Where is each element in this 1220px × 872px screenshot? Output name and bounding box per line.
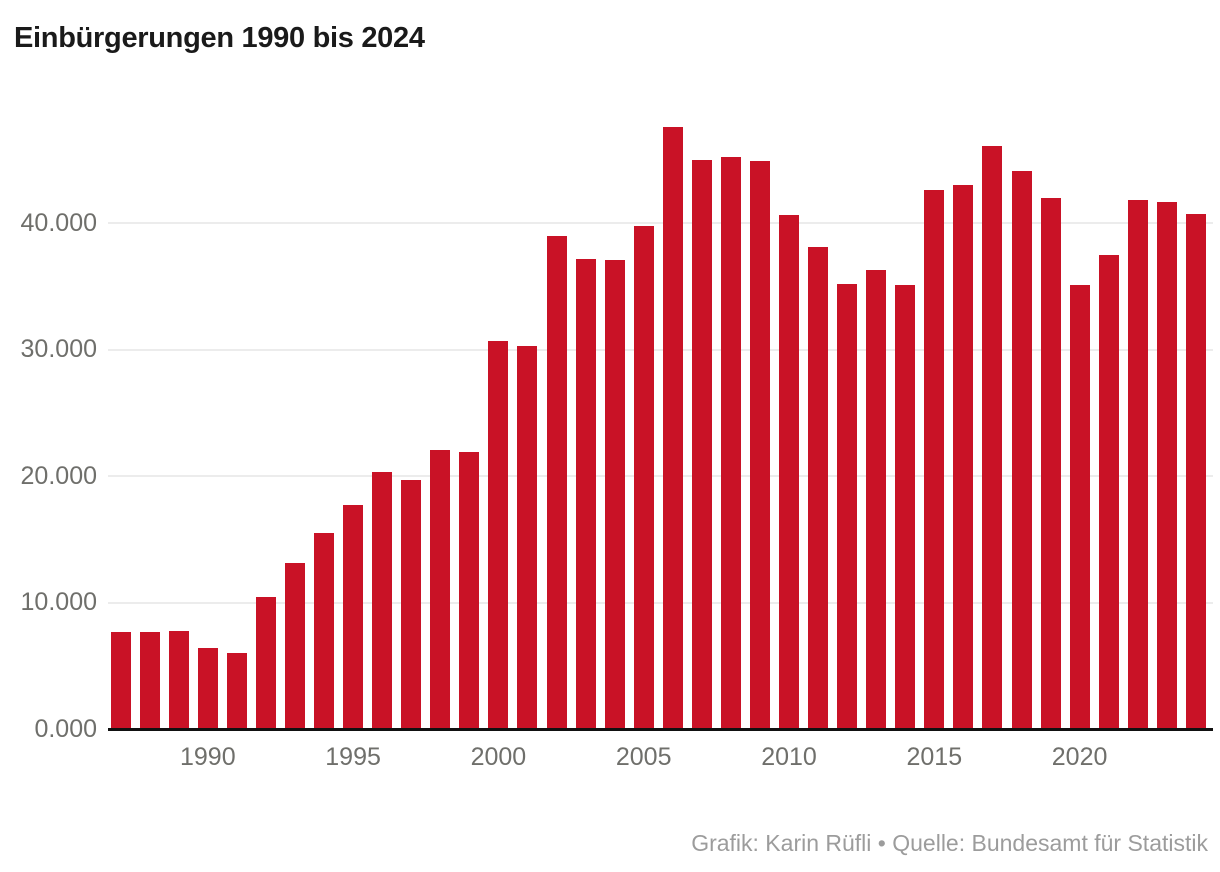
bar-2016: [953, 185, 974, 729]
bar-2017: [982, 145, 1003, 729]
bar-2010: [779, 214, 799, 729]
bar-2015: [924, 190, 945, 729]
bar-2012: [837, 283, 858, 729]
y-axis-tick-label: 20.000: [20, 461, 97, 490]
bar-1993: [285, 563, 305, 729]
bar-2014: [895, 285, 916, 729]
bar-2005: [633, 226, 654, 729]
bar-1991: [226, 652, 247, 729]
bar-2006: [662, 126, 683, 729]
bar-2004: [604, 260, 625, 729]
x-axis-tick-label: 2010: [761, 743, 817, 771]
bar-2007: [691, 159, 712, 730]
bar-2011: [808, 247, 828, 729]
bar-1998: [430, 450, 451, 729]
bar-2003: [575, 259, 596, 729]
gridline: [108, 222, 1213, 224]
bar-2020: [1069, 285, 1090, 729]
bar-1987: [110, 632, 131, 729]
bar-1989: [168, 631, 189, 729]
y-axis-tick-label: 40.000: [20, 208, 97, 237]
bar-2013: [866, 269, 887, 729]
x-axis-tick-label: 1995: [325, 743, 381, 771]
y-axis-tick-label: 10.000: [20, 588, 97, 616]
bar-1995: [343, 505, 364, 729]
bar-2021: [1098, 254, 1119, 729]
bar-2001: [517, 346, 538, 729]
x-axis-tick-label: 1990: [179, 743, 236, 771]
x-axis-tick-label: 2005: [615, 743, 672, 771]
chart-title: Einbürgerungen 1990 bis 2024: [14, 22, 425, 54]
bar-2024: [1185, 214, 1206, 729]
gridline: [108, 348, 1213, 351]
bar-1990: [197, 648, 218, 729]
gridline: [108, 601, 1213, 604]
credit-line: Grafik: Karin Rüfli • Quelle: Bundesamt …: [691, 830, 1208, 856]
bar-1999: [459, 452, 480, 729]
bar-2009: [749, 161, 770, 729]
y-axis-tick-label: 0.000: [34, 714, 97, 743]
bar-2022: [1127, 200, 1148, 729]
bar-2008: [720, 156, 741, 729]
bar-1996: [372, 472, 393, 729]
x-axis-tick-label: 2020: [1051, 743, 1108, 771]
bar-1997: [401, 479, 422, 729]
bar-1988: [139, 632, 160, 729]
bar-1994: [314, 532, 334, 729]
bar-2018: [1011, 171, 1032, 729]
x-axis-line: [108, 727, 1213, 731]
bar-2019: [1040, 197, 1061, 729]
y-axis-tick-label: 30.000: [20, 335, 97, 363]
bar-1992: [255, 597, 276, 729]
x-axis-tick-label: 2015: [906, 743, 963, 771]
bar-2002: [546, 236, 567, 729]
bar-2023: [1156, 201, 1177, 729]
bar-2000: [488, 341, 509, 729]
gridline: [108, 475, 1213, 477]
x-axis-tick-label: 2000: [470, 743, 527, 771]
